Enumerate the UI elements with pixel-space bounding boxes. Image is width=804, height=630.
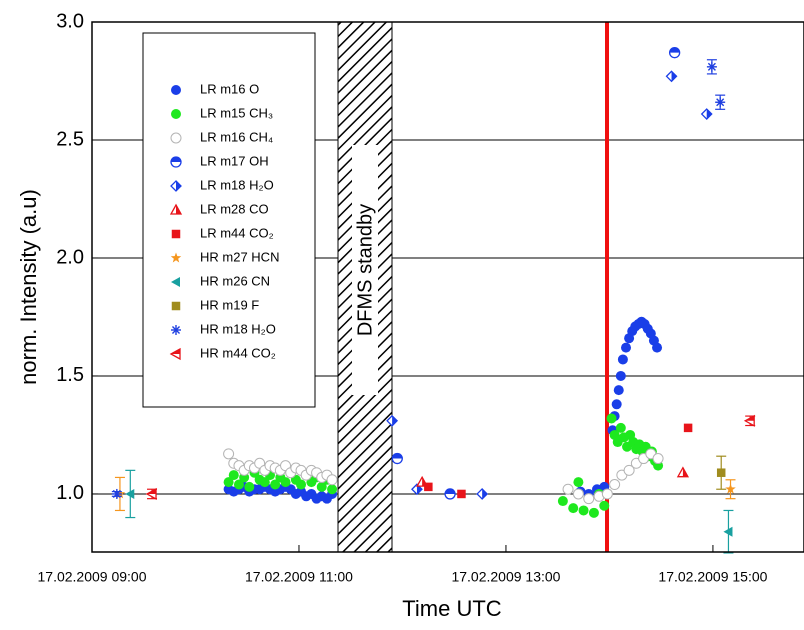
legend-label: HR m18 H₂O <box>200 321 276 336</box>
point <box>444 488 456 500</box>
point <box>683 423 693 433</box>
point <box>606 413 617 424</box>
point <box>270 479 281 490</box>
y-tick-label: 2.5 <box>56 128 84 150</box>
point <box>316 481 327 492</box>
legend-symbol <box>171 85 181 95</box>
point <box>327 484 338 495</box>
point <box>676 466 690 478</box>
point <box>391 452 403 465</box>
legend-label: LR m16 CH₄ <box>200 129 273 144</box>
point <box>706 61 717 72</box>
point <box>623 464 635 476</box>
annotation: DFMS standby <box>354 204 376 336</box>
legend-symbol <box>170 132 182 144</box>
legend-label: HR m19 F <box>200 297 259 312</box>
y-tick-label: 1.5 <box>56 364 84 386</box>
point <box>259 477 270 488</box>
point <box>125 488 135 499</box>
legend-symbol <box>171 301 181 311</box>
legend-symbol <box>170 180 182 192</box>
legend-label: LR m28 CO <box>200 201 269 216</box>
legend-label: LR m15 CH₃ <box>200 105 273 120</box>
point <box>615 370 626 381</box>
point <box>476 488 489 500</box>
point <box>743 414 755 427</box>
x-tick-label: 17.02.2009 15:00 <box>658 569 767 585</box>
standby-label-bg <box>352 145 378 395</box>
point <box>223 477 234 488</box>
point <box>613 385 624 396</box>
point <box>296 479 307 490</box>
legend-symbol <box>169 203 183 215</box>
point <box>700 108 713 120</box>
point <box>583 493 595 505</box>
point <box>424 482 433 492</box>
legend <box>142 32 316 408</box>
legend-label: HR m26 CN <box>200 273 270 288</box>
point <box>611 399 622 410</box>
point <box>652 342 663 353</box>
legend-symbol <box>171 229 181 239</box>
legend-symbol <box>170 156 182 168</box>
legend-label: LR m44 CO₂ <box>200 225 274 240</box>
point <box>568 503 579 514</box>
point <box>562 483 574 495</box>
x-tick-label: 17.02.2009 09:00 <box>38 569 147 585</box>
plot-frame <box>91 21 804 553</box>
point <box>228 470 239 481</box>
legend-label: LR m17 OH <box>200 153 269 168</box>
point <box>716 468 726 477</box>
point <box>145 487 157 501</box>
legend-label: HR m44 CO₂ <box>200 345 276 360</box>
point <box>723 526 733 537</box>
point <box>609 479 621 491</box>
point <box>652 453 664 465</box>
point <box>223 448 235 460</box>
point <box>280 477 291 488</box>
y-tick-label: 2.0 <box>56 246 84 268</box>
y-tick-label: 3.0 <box>56 10 84 32</box>
legend-symbol <box>170 252 182 263</box>
point <box>111 488 122 499</box>
point <box>715 97 726 108</box>
point <box>668 47 681 59</box>
point <box>386 414 399 427</box>
legend-symbol <box>171 325 181 335</box>
y-tick-label: 1.0 <box>56 482 84 504</box>
point <box>617 354 628 365</box>
point <box>725 483 736 494</box>
point <box>588 507 599 518</box>
point <box>601 488 613 500</box>
x-tick-label: 17.02.2009 13:00 <box>451 569 560 585</box>
point <box>615 422 626 433</box>
point <box>573 477 584 488</box>
point <box>457 489 466 499</box>
legend-symbol <box>171 277 180 287</box>
point <box>233 479 244 490</box>
point <box>599 500 610 511</box>
x-axis-label: Time UTC <box>402 596 502 621</box>
legend-label: LR m18 H₂O <box>200 177 274 192</box>
point <box>557 496 568 507</box>
point <box>244 481 255 492</box>
point <box>665 70 678 83</box>
legend-symbol <box>169 347 181 361</box>
y-axis-label: norm. Intensity (a.u) <box>16 189 41 385</box>
point <box>572 488 584 500</box>
point <box>578 505 589 516</box>
point <box>621 342 631 353</box>
point <box>326 474 338 486</box>
legend-label: LR m16 O <box>200 81 259 96</box>
x-tick-label: 17.02.2009 11:00 <box>245 569 353 585</box>
legend-symbol <box>171 109 181 119</box>
legend-label: HR m27 HCN <box>200 249 279 264</box>
